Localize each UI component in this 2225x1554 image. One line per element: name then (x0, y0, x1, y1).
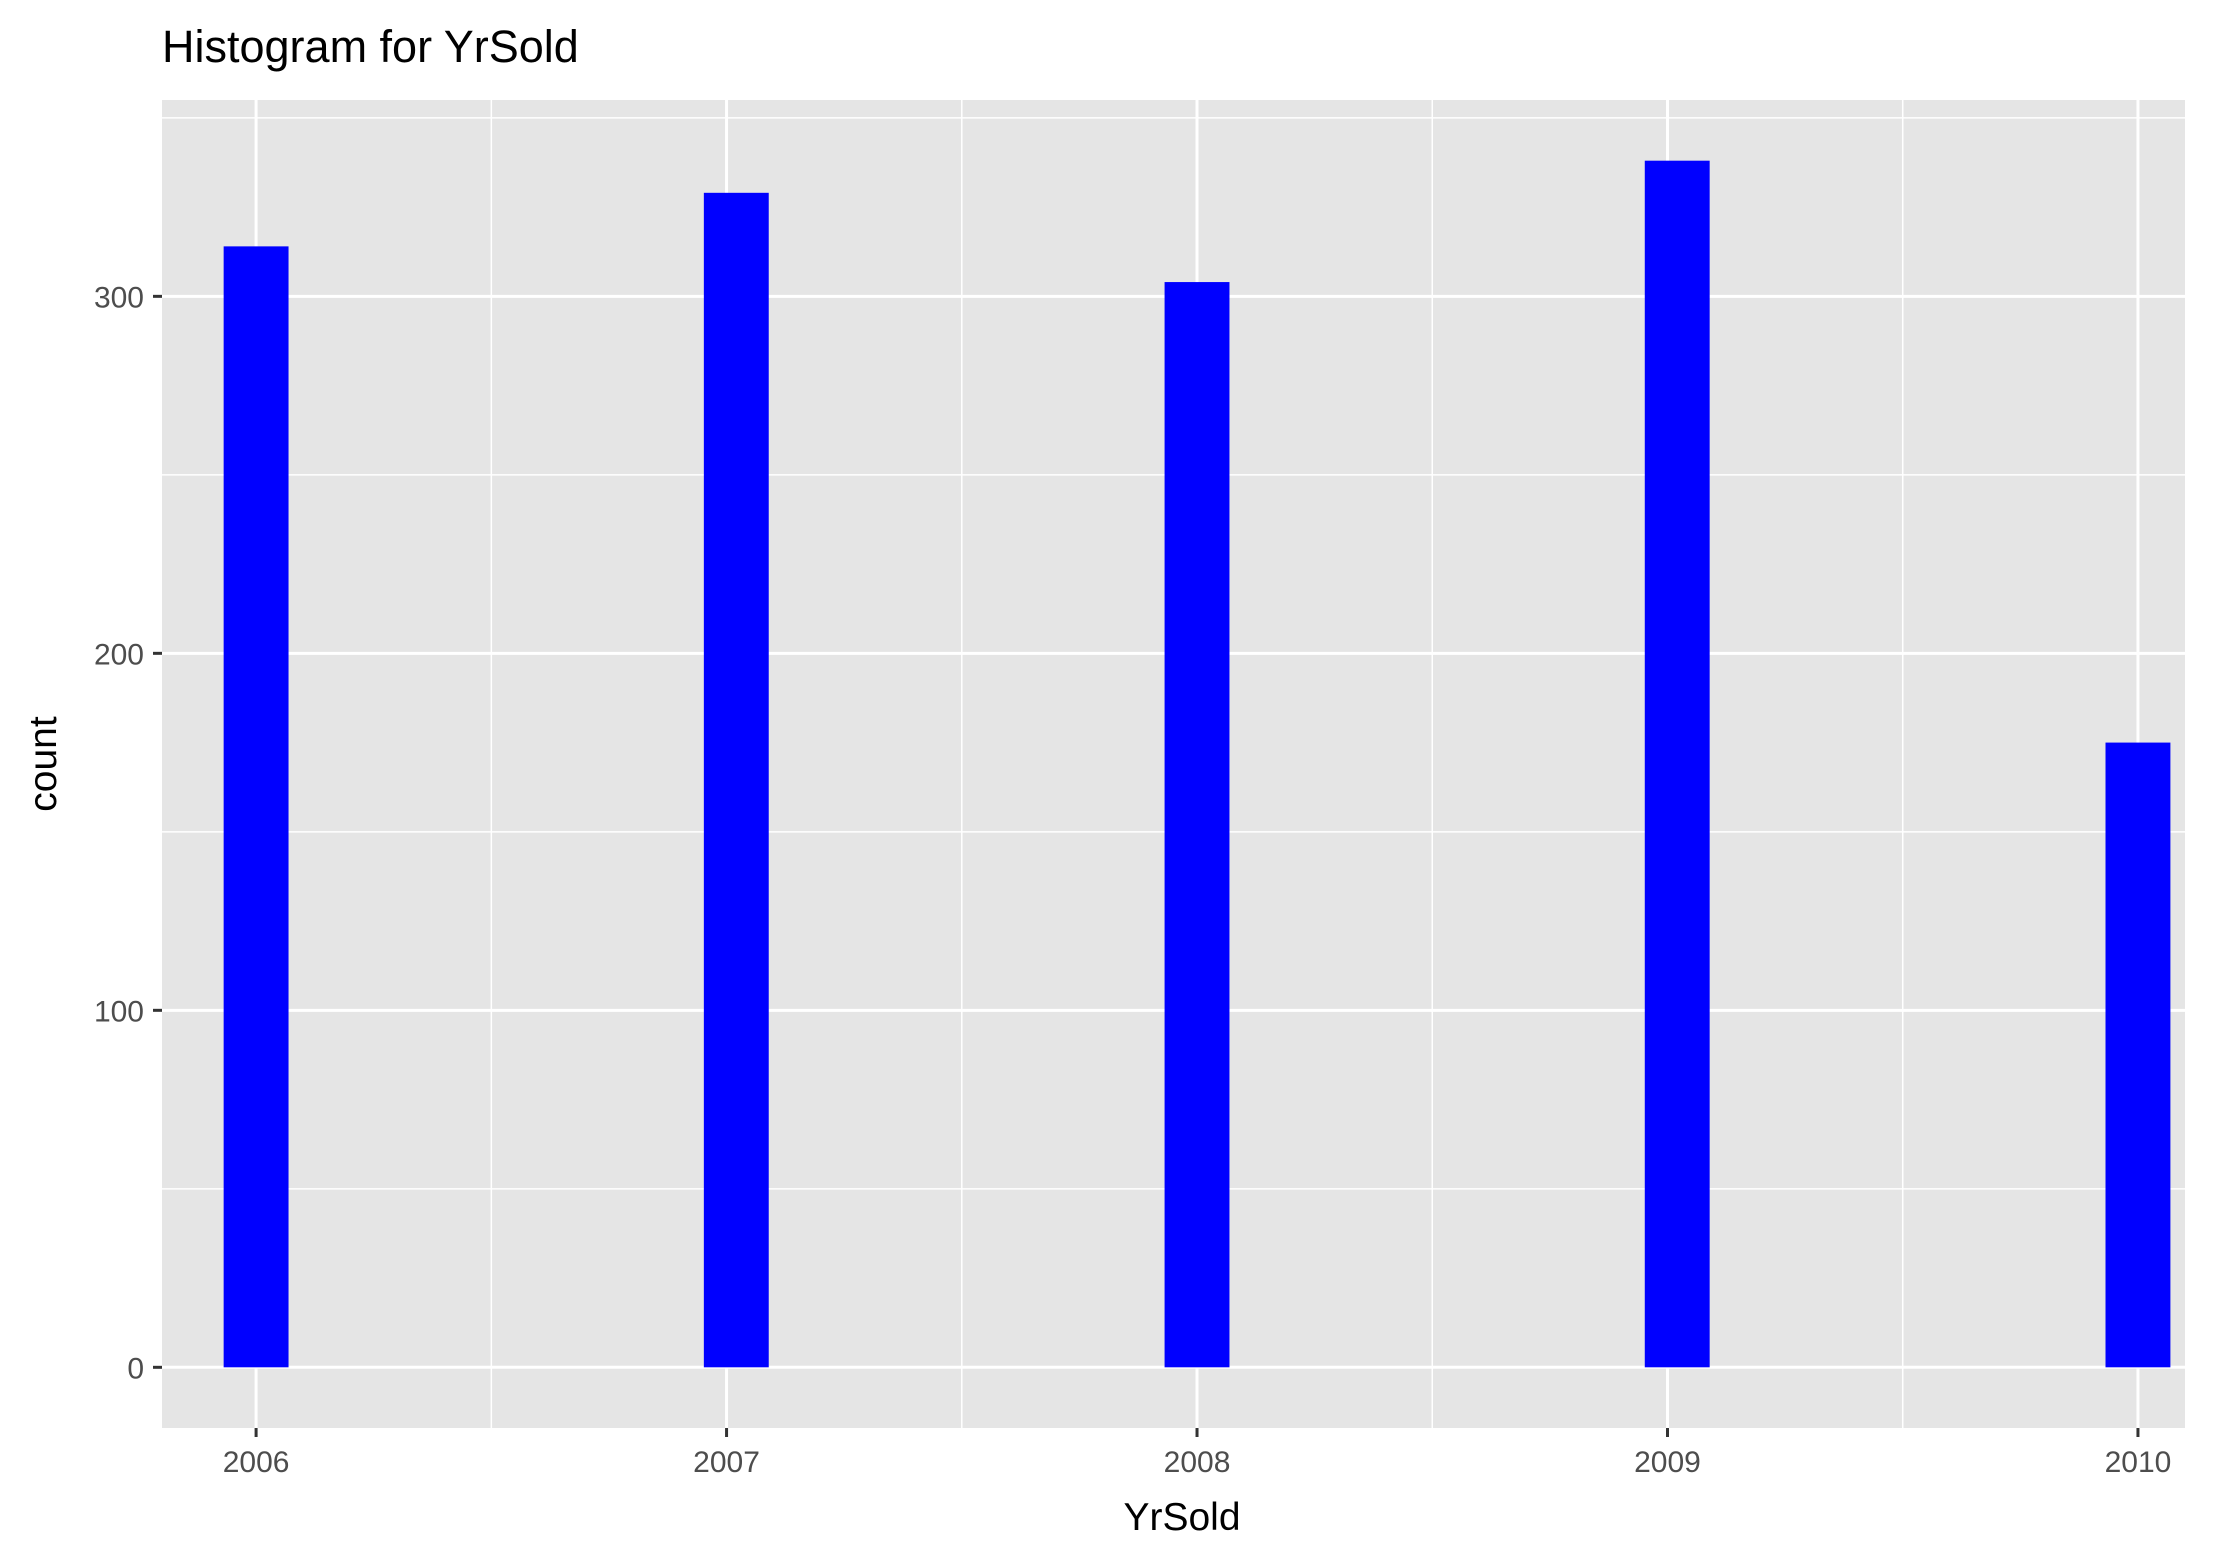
y-axis-title: count (22, 716, 65, 812)
bars-group (223, 160, 2171, 1368)
x-tick-label: 2010 (2105, 1446, 2172, 1479)
x-tick-label: 2009 (1634, 1446, 1701, 1479)
y-tick-label: 100 (94, 995, 144, 1028)
x-tick-label: 2006 (223, 1446, 290, 1479)
bar-2006 (223, 246, 289, 1368)
x-axis-title: YrSold (1123, 1496, 1240, 1539)
x-axis: 2006 2007 2008 2009 2010 (223, 1428, 2172, 1479)
bar-2009 (1644, 160, 1710, 1368)
y-tick-label: 300 (94, 281, 144, 314)
y-tick-label: 0 (127, 1352, 144, 1385)
y-tick-label: 200 (94, 638, 144, 671)
bar-2007 (703, 192, 769, 1368)
y-axis: 0 100 200 300 (94, 281, 162, 1385)
x-tick-label: 2008 (1164, 1446, 1231, 1479)
chart-title: Histogram for YrSold (162, 21, 579, 72)
x-tick-label: 2007 (693, 1446, 760, 1479)
bar-2008 (1164, 282, 1230, 1368)
bar-2010 (2105, 742, 2171, 1368)
